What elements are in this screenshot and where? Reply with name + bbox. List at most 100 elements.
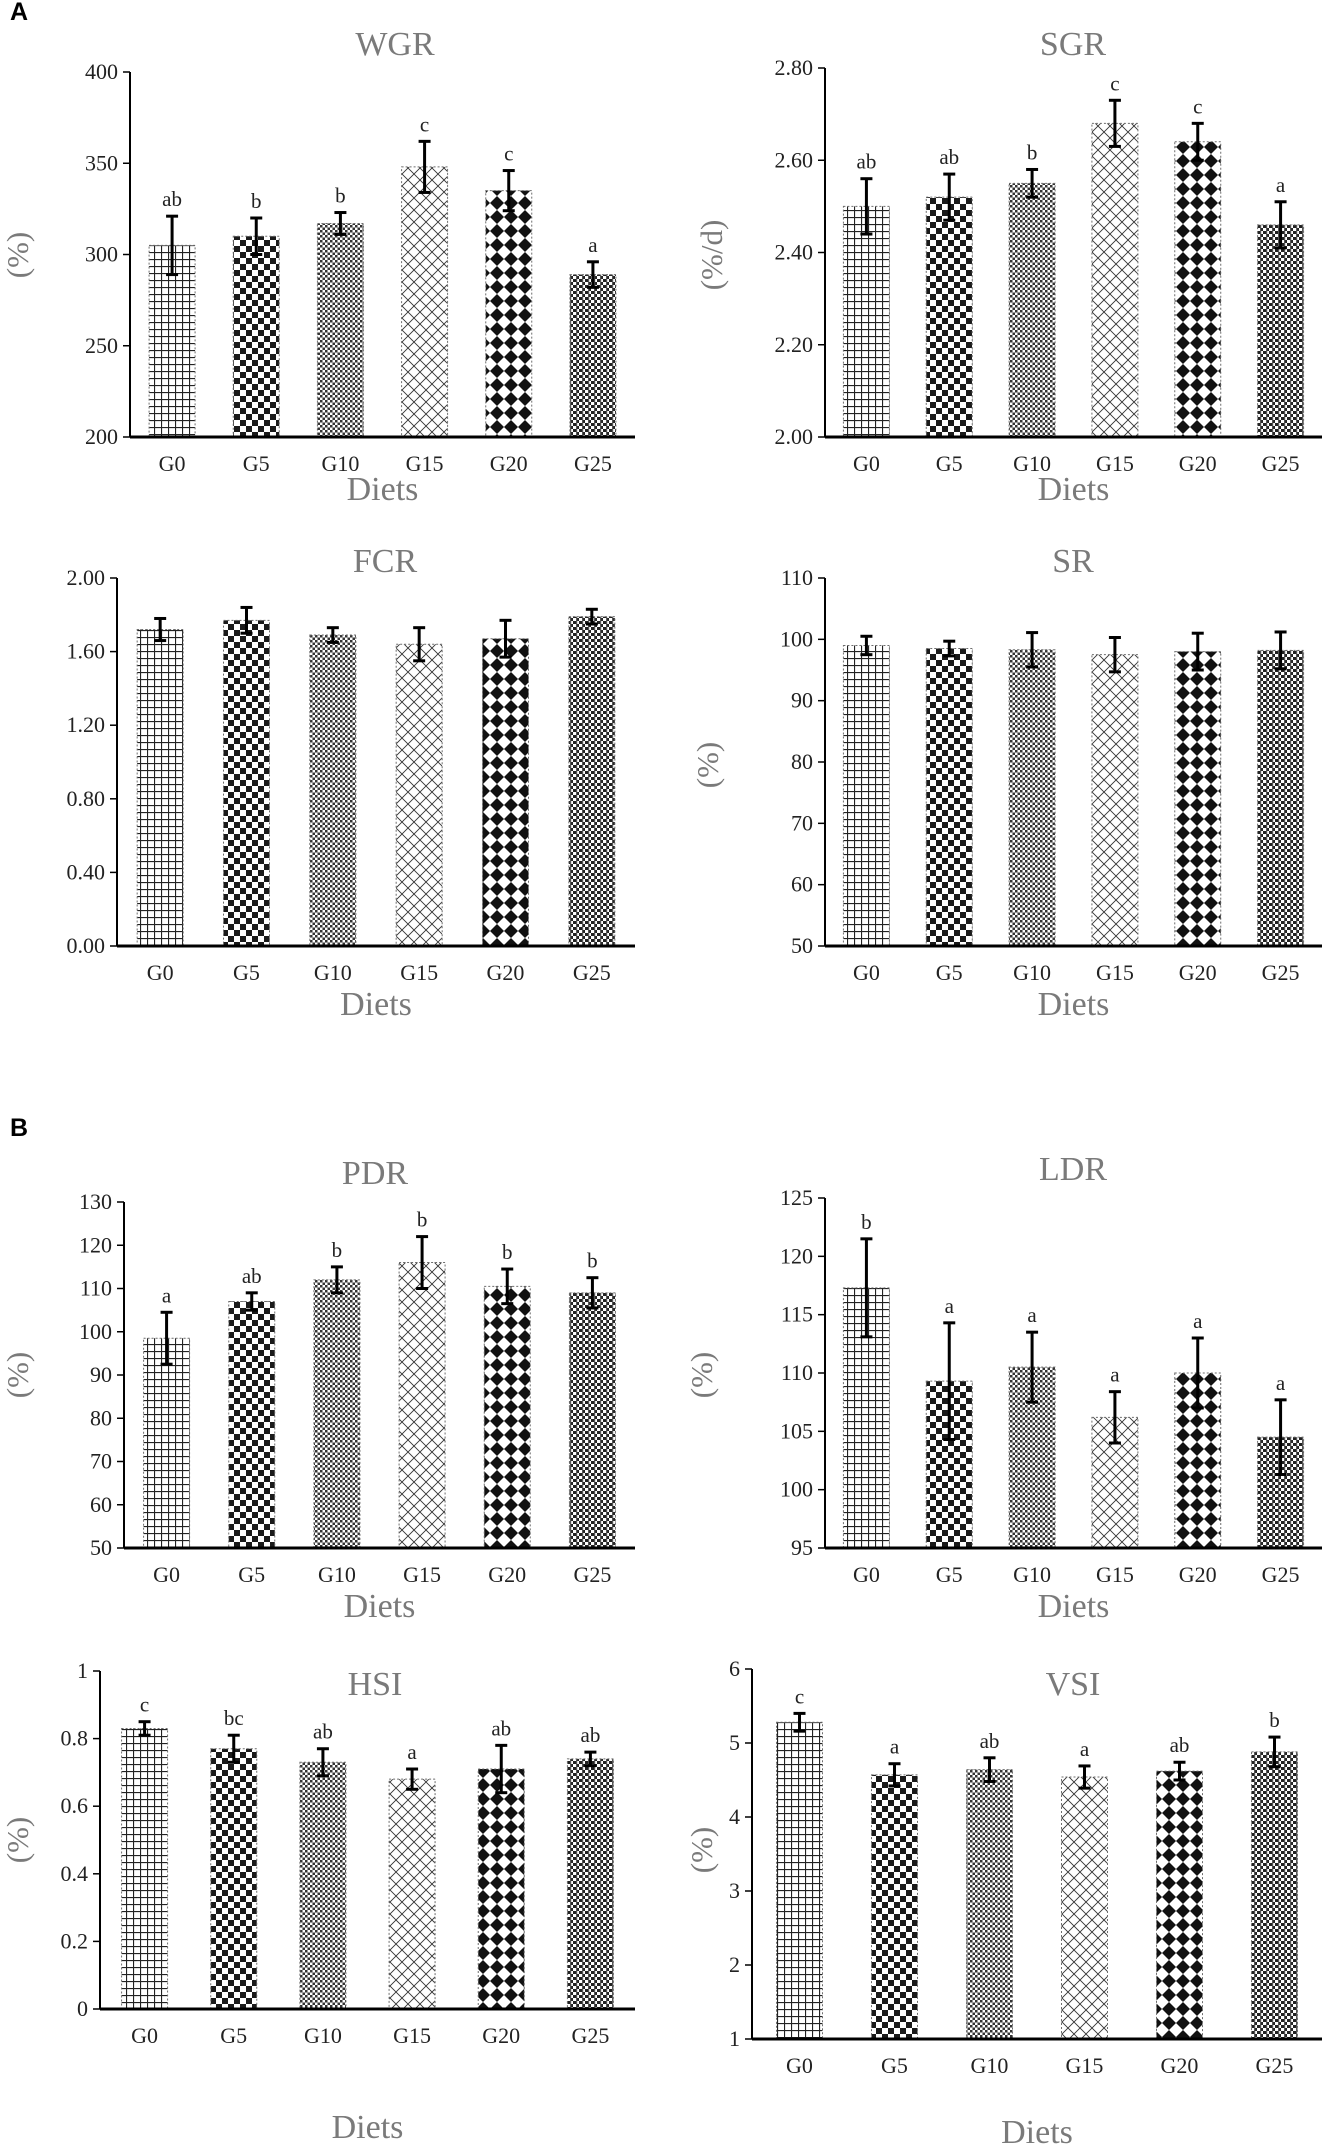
bar-g5 [871,1774,918,2040]
bar-g0 [143,1337,191,1549]
x-tick-label: G5 [238,1562,265,1587]
significance-label: a [890,1735,900,1759]
bar-g25 [568,616,616,947]
x-axis-label: Diets [347,471,419,508]
x-axis-label: Diets [340,986,412,1023]
charts-group: WGR200250300350400abG0bG5bG10cG15cG20aG2… [0,26,1322,2150]
bar-g10 [1008,649,1056,947]
significance-label: ab [313,1720,333,1744]
chart-title: LDR [1039,1151,1107,1188]
bar-g25 [569,274,617,438]
x-tick-label: G10 [318,1562,356,1587]
y-tick-label: 2.00 [775,424,814,449]
y-tick-label: 400 [85,59,118,84]
x-tick-label: G15 [1096,960,1134,985]
significance-label: b [587,1249,598,1273]
y-tick-label: 60 [791,872,813,897]
bar-g25 [1251,1751,1298,2040]
y-axis-label: (%) [684,1352,719,1398]
chart-title: FCR [353,543,418,580]
x-tick-label: G15 [400,960,438,985]
y-tick-label: 110 [781,1360,813,1385]
chart-title: PDR [342,1155,408,1192]
significance-label: ab [491,1716,511,1740]
y-tick-label: 100 [780,626,813,651]
x-tick-label: G25 [1256,2053,1294,2078]
significance-label: ab [1170,1733,1190,1757]
x-tick-label: G10 [1013,1562,1051,1587]
significance-label: b [417,1208,428,1232]
bar-g5 [210,1748,258,2010]
significance-label: bc [224,1706,244,1730]
chart-hsi: HSI 0 0.2 0.4 0.6 0.8 1 c G0 bc G5 ab G10 a G15 ab G20 ab… [0,1658,635,2146]
x-tick-label: G5 [233,960,260,985]
x-tick-label: G5 [881,2053,908,2078]
y-axis-label: (%) [0,1352,35,1398]
chart-sr: SR 50 60 70 80 90 100 110 G0 G5 G10 G15 G20 G25 Diets (… [690,543,1322,1023]
significance-label: b [1027,140,1038,164]
y-tick-label: 2 [729,1952,740,1977]
x-axis-label: Diets [344,1588,416,1625]
y-tick-label: 300 [85,242,118,267]
significance-label: b [332,1238,343,1262]
y-tick-label: 1.20 [67,712,106,737]
chart-title: HSI [348,1666,403,1703]
y-tick-label: 0.6 [61,1793,89,1818]
bar-g20 [482,638,529,947]
y-tick-label: 50 [791,933,813,958]
panel-label-b: B [10,1114,28,1142]
x-tick-label: G20 [1179,451,1217,476]
x-tick-label: G0 [853,451,880,476]
x-tick-label: G20 [1179,960,1217,985]
y-tick-label: 200 [85,424,118,449]
y-tick-label: 90 [791,688,813,713]
x-tick-label: G20 [1161,2053,1199,2078]
y-tick-label: 50 [90,1535,112,1560]
x-tick-label: G15 [393,2023,431,2048]
bar-g10 [313,1279,361,1549]
bar-g0 [842,644,890,947]
significance-label: b [251,189,262,213]
significance-label: ab [581,1723,601,1747]
chart-title: SR [1052,543,1094,580]
x-tick-label: G25 [574,451,612,476]
bar-g20 [1174,141,1222,438]
significance-label: a [407,1740,417,1764]
y-tick-label: 90 [90,1362,112,1387]
y-tick-label: 60 [90,1492,112,1517]
bar-g10 [309,634,357,947]
bar-g25 [1257,224,1305,438]
x-tick-label: G10 [304,2023,342,2048]
x-tick-label: G5 [936,960,963,985]
chart-sgr: SGR 2.00 2.20 2.40 2.60 2.80 ab G0 ab G5 b G10 c G15 c… [694,26,1322,508]
bar-g15 [398,1262,446,1549]
bar-g10 [299,1761,347,2010]
bar-g15 [395,643,443,947]
x-tick-label: G25 [573,1562,611,1587]
significance-label: c [504,142,513,166]
y-tick-label: 125 [780,1185,813,1210]
x-tick-label: G10 [1013,960,1051,985]
significance-label: a [1080,1737,1090,1761]
bar-g10 [966,1769,1013,2040]
chart-pdr: PDR 50 60 70 80 90 100 110 120 130 a G0 ab G5 b G10 b G15… [0,1155,635,1625]
bar-g15 [388,1778,436,2010]
x-tick-label: G25 [1262,960,1300,985]
x-tick-label: G5 [936,1562,963,1587]
x-tick-label: G10 [1013,451,1051,476]
bar-g15 [401,166,449,438]
x-tick-label: G25 [573,960,611,985]
x-tick-label: G20 [482,2023,520,2048]
x-tick-label: G15 [1066,2053,1104,2078]
significance-label: c [1193,94,1202,118]
bar-g10 [1008,182,1056,438]
bar-g0 [148,244,196,438]
x-tick-label: G0 [853,1562,880,1587]
x-tick-label: G0 [131,2023,158,2048]
bar-g20 [1174,651,1222,947]
y-tick-label: 115 [781,1302,813,1327]
bar-g10 [316,222,364,438]
bar-g25 [568,1292,616,1549]
significance-label: c [420,112,429,136]
significance-label: b [502,1240,513,1264]
